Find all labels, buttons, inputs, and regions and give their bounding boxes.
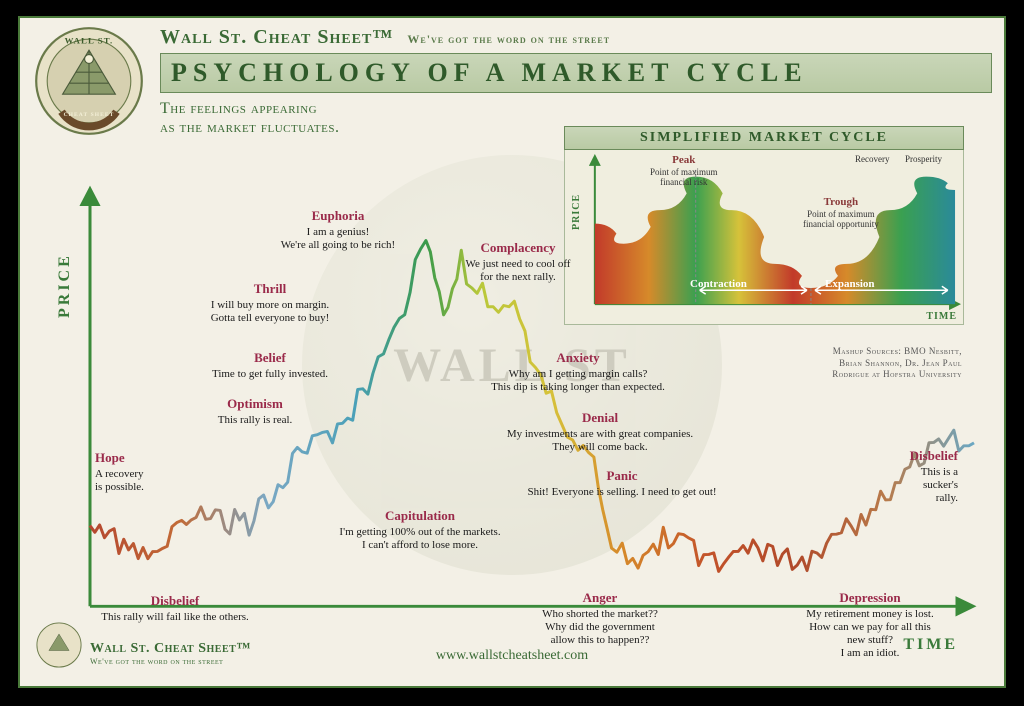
inset-chart: PRICE TIME Peak Point of maximum financi…: [564, 150, 964, 325]
annotation-desc: A recovery is possible.: [95, 468, 144, 494]
inset-contraction: Contraction: [690, 278, 747, 291]
annotation-label: Euphoria: [281, 208, 395, 224]
brand-line: Wall St. Cheat Sheet™ We've got the word…: [160, 26, 992, 49]
inset-y-axis-label: PRICE: [571, 194, 582, 230]
annotation-label: Complacency: [466, 240, 571, 256]
brand-seal-icon: WALL ST. CHEAT SHEET: [34, 26, 144, 136]
footer-seal-icon: [36, 622, 82, 668]
annotation-anxiety: Anxiety Why am I getting margin calls? Th…: [491, 350, 665, 394]
inset-expansion: Expansion: [825, 278, 875, 291]
annotation-desc: This rally is real.: [218, 414, 293, 427]
annotation-hope: Hope A recovery is possible.: [95, 450, 144, 494]
annotation-desc: Shit! Everyone is selling. I need to get…: [527, 486, 716, 499]
inset-trough-label: Trough Point of maximum financial opport…: [803, 196, 879, 229]
annotation-desc: Why am I getting margin calls? This dip …: [491, 368, 665, 394]
annotation-desc: I'm getting 100% out of the markets. I c…: [339, 526, 500, 552]
annotation-label: Depression: [803, 590, 937, 606]
annotation-label: Anxiety: [491, 350, 665, 366]
annotation-complacency: Complacency We just need to cool off for …: [466, 240, 571, 284]
inset-trough-desc: Point of maximum financial opportunity: [803, 209, 879, 230]
annotation-disbelief2: Disbelief This is a sucker's rally.: [910, 448, 958, 505]
inset-x-axis-label: TIME: [926, 311, 957, 322]
sources-credit: Mashup Sources: BMO Nesbitt, Brian Shann…: [742, 346, 962, 381]
annotation-denial: Denial My investments are with great comp…: [507, 410, 693, 454]
annotation-label: Hope: [95, 450, 144, 466]
annotation-label: Disbelief: [910, 448, 958, 464]
inset-simplified-cycle: SIMPLIFIED MARKET CYCLE PRICE TIME Peak …: [564, 126, 964, 336]
svg-text:CHEAT SHEET: CHEAT SHEET: [64, 112, 115, 118]
annotation-capitulation: Capitulation I'm getting 100% out of the …: [339, 508, 500, 552]
annotation-optimism: Optimism This rally is real.: [218, 396, 293, 427]
annotation-label: Thrill: [211, 281, 330, 297]
annotation-label: Anger: [542, 590, 658, 606]
main-title: PSYCHOLOGY OF A MARKET CYCLE: [160, 53, 992, 93]
inset-peak-label: Peak Point of maximum financial risk: [650, 154, 718, 187]
inset-title: SIMPLIFIED MARKET CYCLE: [564, 126, 964, 150]
annotation-belief: Belief Time to get fully invested.: [212, 350, 328, 381]
header: Wall St. Cheat Sheet™ We've got the word…: [20, 18, 1004, 139]
svg-text:WALL ST.: WALL ST.: [65, 36, 114, 46]
annotation-depression: Depression My retirement money is lost. H…: [803, 590, 937, 660]
annotation-label: Panic: [527, 468, 716, 484]
annotation-desc: I am a genius! We're all going to be ric…: [281, 226, 395, 252]
annotation-desc: Who shorted the market?? Why did the gov…: [542, 608, 658, 648]
y-axis-label: PRICE: [56, 253, 74, 318]
footer-brand: Wall St. Cheat Sheet™ We've got the word…: [90, 641, 251, 666]
annotation-desc: Time to get fully invested.: [212, 368, 328, 381]
annotation-desc: My investments are with great companies.…: [507, 428, 693, 454]
annotation-desc: We just need to cool off for the next ra…: [466, 258, 571, 284]
annotation-anger: Anger Who shorted the market?? Why did th…: [542, 590, 658, 647]
annotation-label: Capitulation: [339, 508, 500, 524]
infographic-frame: WALL ST WALL ST. CHEAT SHEET Wall St. Ch…: [18, 16, 1006, 688]
inset-prosperity: Prosperity: [905, 154, 942, 164]
brand-name: Wall St. Cheat Sheet: [160, 26, 372, 48]
annotation-disbelief1: Disbelief This rally will fail like the o…: [101, 593, 249, 624]
inset-recovery: Recovery: [855, 154, 889, 164]
annotation-label: Optimism: [218, 396, 293, 412]
annotation-desc: This rally will fail like the others.: [101, 611, 249, 624]
annotation-panic: Panic Shit! Everyone is selling. I need t…: [527, 468, 716, 499]
brand-tagline: We've got the word on the street: [407, 32, 610, 46]
annotation-label: Disbelief: [101, 593, 249, 609]
inset-peak-desc: Point of maximum financial risk: [650, 167, 718, 188]
annotation-desc: My retirement money is lost. How can we …: [803, 608, 937, 661]
annotation-label: Denial: [507, 410, 693, 426]
annotation-desc: I will buy more on margin. Gotta tell ev…: [211, 299, 330, 325]
footer-url: www.wallstcheatsheet.com: [436, 648, 588, 664]
annotation-label: Belief: [212, 350, 328, 366]
annotation-thrill: Thrill I will buy more on margin. Gotta t…: [211, 281, 330, 325]
annotation-euphoria: Euphoria I am a genius! We're all going t…: [281, 208, 395, 252]
annotation-desc: This is a sucker's rally.: [910, 466, 958, 506]
